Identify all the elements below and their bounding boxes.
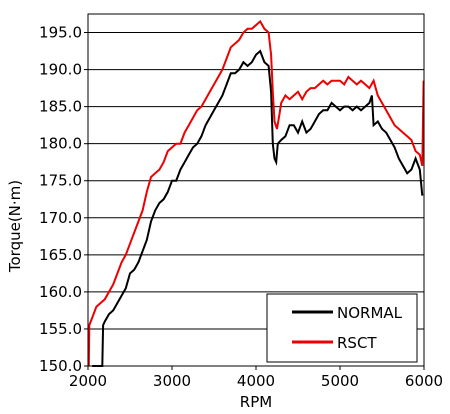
x-tick-label: 5000 [321,372,359,390]
x-tick-label: 3000 [153,372,191,390]
x-axis-title: RPM [240,393,272,411]
y-axis-ticks: 150.0 155.0 160.0 165.0 170.0 175.0 180.0 185.0… [39,24,88,375]
y-tick-label: 175.0 [39,172,82,190]
grid-lines [88,32,424,367]
y-tick-label: 160.0 [39,283,82,301]
legend-box [266,293,418,363]
y-tick-label: 195.0 [39,24,82,42]
y-tick-label: 190.0 [39,61,82,79]
y-tick-label: 185.0 [39,98,82,116]
series-line-normal [92,49,424,367]
y-tick-label: 170.0 [39,209,82,227]
x-tick-label: 6000 [405,372,443,390]
series-lines [87,19,425,367]
y-axis-title: Torque(N·m) [6,180,24,273]
y-tick-label: 155.0 [39,320,82,338]
y-tick-label: 165.0 [39,246,82,264]
legend-label-rsct: RSCT [337,334,377,352]
legend-label-normal: NORMAL [337,304,403,322]
series-line-rsct [87,19,425,367]
x-axis-ticks: 2000 3000 4000 5000 6000 [69,366,443,390]
y-tick-label: 150.0 [39,357,82,375]
x-tick-label: 4000 [237,372,275,390]
legend: NORMAL RSCT [266,293,418,363]
y-tick-label: 180.0 [39,135,82,153]
x-tick-label: 2000 [69,372,107,390]
